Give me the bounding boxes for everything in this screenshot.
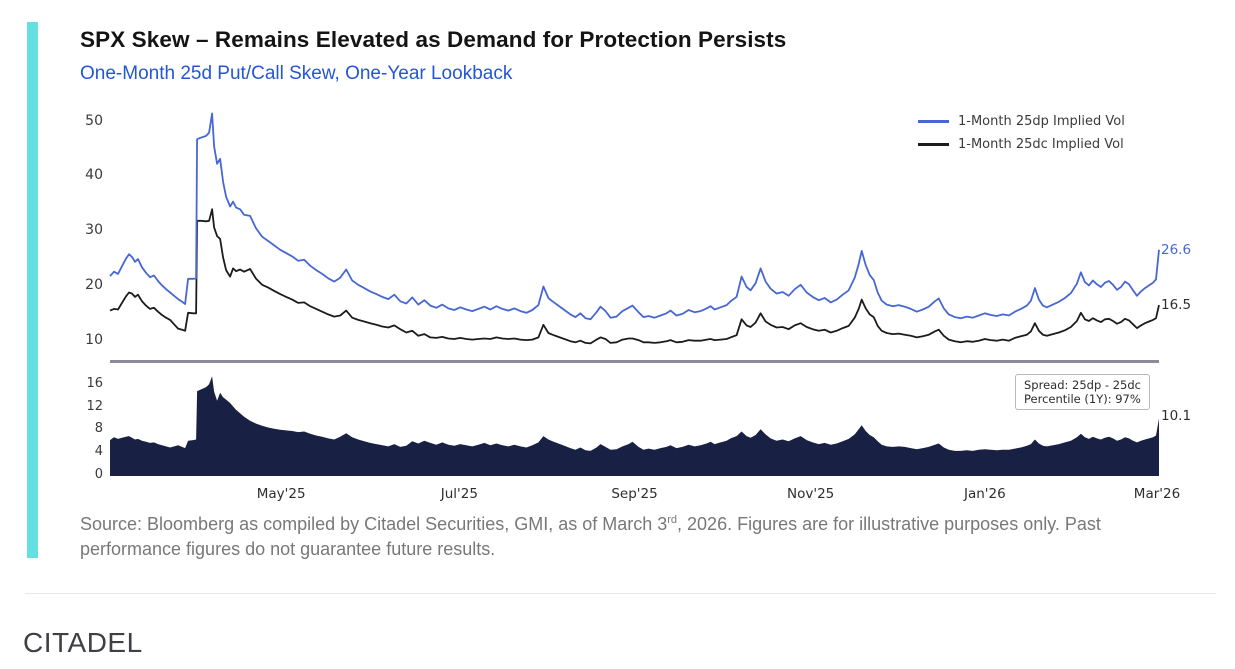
spread-area-chart	[110, 376, 1159, 476]
main-y-tick-20: 20	[85, 276, 103, 293]
legend-label-put: 1-Month 25dp Implied Vol	[958, 114, 1125, 129]
x-tick-Jan'26: Jan'26	[963, 486, 1006, 502]
main-y-tick-40: 40	[85, 167, 103, 184]
x-tick-Sep'25: Sep'25	[611, 486, 658, 502]
source-line2: performance figures do not guarantee fut…	[80, 539, 496, 559]
spread-end-value: 10.1	[1161, 408, 1192, 424]
legend: 1-Month 25dp Implied Vol 1-Month 25dc Im…	[918, 110, 1125, 156]
legend-label-call: 1-Month 25dc Implied Vol	[958, 137, 1124, 152]
main-y-tick-10: 10	[85, 331, 103, 348]
main-y-tick-30: 30	[85, 222, 103, 239]
main-y-tick-50: 50	[85, 112, 103, 129]
x-tick-Jul'25: Jul'25	[440, 486, 478, 502]
spread-y-tick-12: 12	[86, 398, 103, 414]
legend-item-put: 1-Month 25dp Implied Vol	[918, 110, 1125, 133]
spread-area	[110, 376, 1159, 476]
panel-divider	[110, 360, 1159, 363]
implied-vol-line-chart	[109, 112, 1160, 345]
call-end-value: 16.5	[1161, 297, 1192, 313]
put-line-swatch	[918, 120, 949, 123]
x-tick-Mar'26: Mar'26	[1133, 486, 1181, 502]
source-line1-post: , 2026. Figures are for illustrative pur…	[677, 514, 1101, 534]
spread-annotation-box: Spread: 25dp - 25dc Percentile (1Y): 97%	[1015, 374, 1150, 410]
x-tick-May'25: May'25	[256, 486, 306, 502]
footer-divider	[25, 593, 1216, 594]
call-implied-vol-line	[109, 208, 1160, 345]
legend-item-call: 1-Month 25dc Implied Vol	[918, 133, 1125, 156]
spread-y-tick-4: 4	[94, 444, 103, 460]
chart-subtitle: One-Month 25d Put/Call Skew, One-Year Lo…	[80, 63, 513, 84]
source-ordinal-sup: rd	[667, 514, 678, 526]
spread-y-tick-8: 8	[94, 421, 103, 437]
annotation-line-1: Spread: 25dp - 25dc	[1024, 378, 1141, 392]
chart-title: SPX Skew – Remains Elevated as Demand fo…	[80, 27, 787, 52]
citadel-logo: CITADEL	[23, 627, 143, 658]
put-end-value: 26.6	[1161, 242, 1192, 258]
annotation-line-2: Percentile (1Y): 97%	[1024, 392, 1141, 406]
x-tick-Nov'25: Nov'25	[787, 486, 835, 502]
source-line1-pre: Source: Bloomberg as compiled by Citadel…	[80, 514, 668, 534]
call-line-swatch	[918, 143, 949, 146]
source-note: Source: Bloomberg as compiled by Citadel…	[80, 508, 1101, 562]
spread-y-tick-0: 0	[94, 467, 103, 482]
spread-y-tick-16: 16	[86, 375, 103, 391]
accent-bar	[27, 22, 38, 558]
put-implied-vol-line	[109, 112, 1160, 321]
